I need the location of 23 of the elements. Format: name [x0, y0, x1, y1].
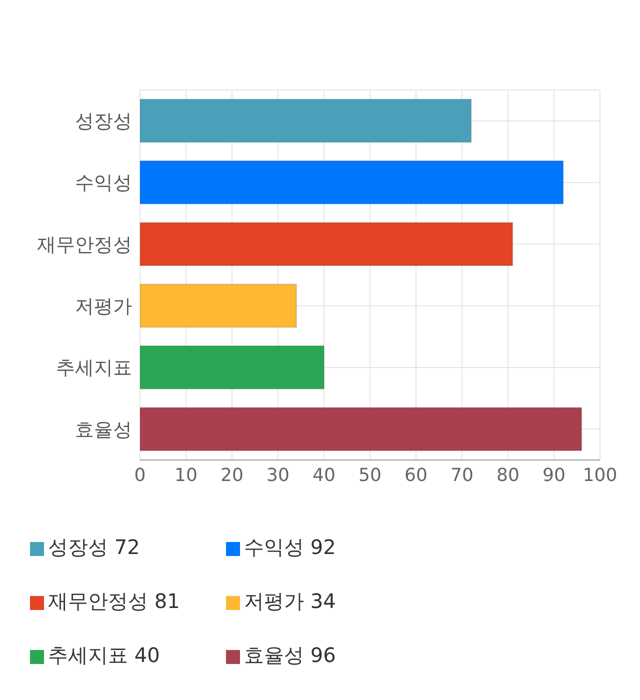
x-tick-label: 80 [496, 464, 520, 486]
y-tick-label: 저평가 [75, 296, 132, 318]
x-tick-label: 60 [404, 464, 428, 486]
y-tick-label: 재무안정성 [37, 234, 132, 256]
legend-label: 재무안정성 81 [48, 588, 181, 615]
x-tick-label: 0 [134, 464, 146, 486]
legend-label: 효율성 96 [244, 642, 337, 669]
x-tick-label: 20 [220, 464, 244, 486]
x-tick-label: 90 [542, 464, 566, 486]
legend-label: 수익성 92 [244, 534, 337, 561]
x-tick-label: 10 [174, 464, 198, 486]
y-tick-label: 성장성 [75, 110, 132, 133]
legend-label: 추세지표 40 [48, 642, 161, 669]
x-tick-label: 40 [312, 464, 336, 486]
x-tick-label: 100 [582, 464, 618, 486]
legend-label: 저평가 34 [244, 588, 337, 615]
x-tick-label: 50 [358, 464, 382, 486]
x-tick-label: 70 [450, 464, 474, 486]
legend-label: 성장성 72 [48, 534, 141, 561]
x-tick-label: 30 [266, 464, 290, 486]
y-tick-label: 추세지표 [56, 357, 132, 380]
y-tick-label: 수익성 [75, 172, 132, 194]
y-tick-label: 효율성 [75, 418, 132, 441]
